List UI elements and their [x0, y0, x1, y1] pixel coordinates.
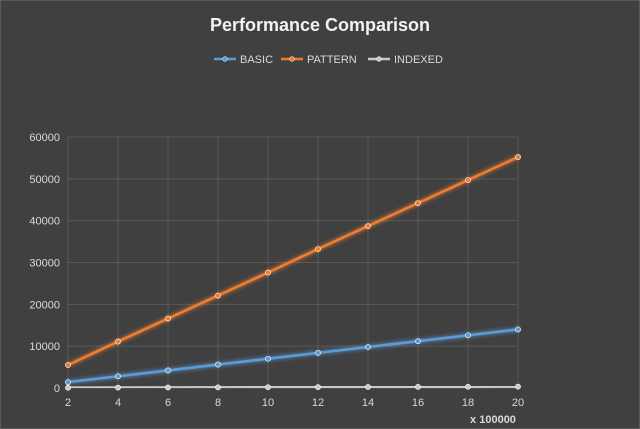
data-point [415, 383, 421, 390]
series-line [67, 155, 519, 367]
data-point [165, 315, 171, 322]
data-point [215, 384, 221, 391]
x-tick-label: 12 [312, 397, 324, 409]
x-tick-label: 18 [462, 397, 474, 409]
gridlines [67, 136, 519, 389]
legend-item-basic: BASIC [214, 54, 273, 66]
y-tick-label: 20000 [29, 299, 60, 311]
data-point [415, 200, 421, 206]
data-point [115, 373, 121, 380]
x-tick-label: 10 [262, 397, 274, 409]
legend-item-indexed: INDEXED [368, 54, 443, 66]
data-point [465, 332, 471, 339]
y-tick-label: 60000 [29, 132, 60, 144]
data-point [365, 223, 371, 230]
data-point [365, 384, 371, 390]
series-line [67, 328, 519, 384]
data-point [515, 383, 521, 390]
x-tick-label: 8 [215, 397, 221, 409]
legend-swatch-marker [222, 56, 228, 62]
legend-label: INDEXED [394, 54, 443, 66]
data-point [315, 349, 321, 356]
data-point [465, 177, 471, 183]
data-point [315, 246, 321, 253]
chart-title: Performance Comparison [210, 15, 430, 35]
y-tick-label: 0 [54, 383, 60, 395]
data-point [65, 379, 71, 386]
chart-legend: BASIC PATTERN INDEXED [214, 54, 443, 66]
data-point [415, 338, 421, 345]
data-point [265, 269, 271, 276]
data-point [265, 384, 271, 391]
legend-label: PATTERN [307, 54, 357, 66]
data-point [165, 367, 171, 374]
x-tick-label: 2 [65, 397, 71, 409]
data-point [215, 361, 221, 368]
legend-swatch-marker [376, 56, 382, 62]
data-point [165, 384, 171, 391]
data-point [465, 383, 471, 390]
data-point [215, 292, 221, 299]
data-point [115, 384, 121, 391]
legend-swatch-marker [289, 56, 295, 62]
series-line [67, 385, 519, 390]
data-point [315, 384, 321, 391]
legend-label: BASIC [240, 54, 273, 66]
data-point [515, 326, 521, 333]
y-tick-label: 40000 [29, 216, 60, 228]
series-basic [65, 326, 521, 386]
series-layer [65, 154, 521, 391]
series-indexed [65, 383, 521, 391]
x-tick-label: 16 [412, 397, 424, 409]
y-tick-label: 10000 [29, 341, 60, 353]
data-point [515, 154, 521, 160]
series-pattern [65, 154, 521, 368]
y-tick-label: 50000 [29, 174, 60, 186]
data-point [365, 344, 371, 350]
x-tick-label: 20 [512, 397, 524, 409]
data-point [65, 362, 71, 368]
data-point [65, 384, 71, 391]
x-axis-unit-label: x 100000 [470, 414, 516, 426]
x-tick-label: 4 [115, 397, 121, 409]
data-point [265, 355, 271, 362]
legend-item-pattern: PATTERN [281, 54, 357, 66]
x-tick-label: 14 [362, 397, 374, 409]
y-tick-label: 30000 [29, 258, 60, 270]
data-point [115, 338, 121, 345]
axes: 0 10000 20000 30000 40000 50000 60000 2 4 6 8 10 12 1… [29, 132, 524, 409]
x-tick-label: 6 [165, 397, 171, 409]
